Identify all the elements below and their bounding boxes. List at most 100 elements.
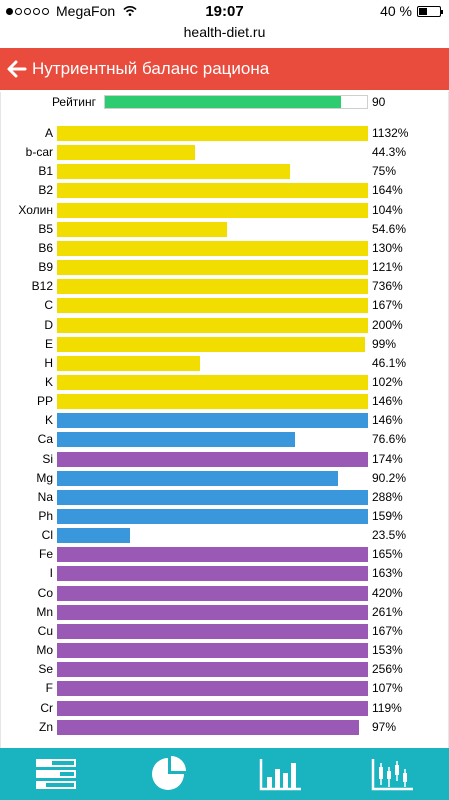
chart-row: Холин 104% xyxy=(0,201,449,220)
chart-row: PP 146% xyxy=(0,392,449,411)
chart-row-value: 102% xyxy=(372,374,403,389)
chart-row-value: 107% xyxy=(372,681,403,696)
chart-row-value: 736% xyxy=(372,279,403,294)
rating-fill xyxy=(105,96,341,108)
chart-row-label: Zn xyxy=(38,719,53,734)
chart-row: Mn 261% xyxy=(0,603,449,622)
battery-icon xyxy=(417,5,443,17)
chart-row-label: Mn xyxy=(36,604,53,619)
chart-row-value: 44.3% xyxy=(372,145,407,160)
chart-row-label: b-car xyxy=(25,145,53,160)
chart-row-value: 146% xyxy=(372,413,403,428)
chart-row-label: Se xyxy=(38,662,53,677)
chart-row: A 1132% xyxy=(0,124,449,143)
clock: 19:07 xyxy=(205,3,244,20)
chart-row-label: E xyxy=(44,336,53,351)
chart-bar xyxy=(57,470,338,486)
rating-row: Рейтинг 90 xyxy=(0,94,449,110)
chart-bar xyxy=(57,413,368,429)
chart-bar xyxy=(57,279,368,295)
chart-row-value: 99% xyxy=(372,336,397,351)
chart-row-value: 130% xyxy=(372,240,403,255)
chart-row: B6 130% xyxy=(0,239,449,258)
chart-row-value: 420% xyxy=(372,585,403,600)
chart-bar xyxy=(57,126,368,141)
chart-bar xyxy=(57,374,368,390)
back-button[interactable] xyxy=(4,48,30,90)
list-bars-icon xyxy=(36,759,77,789)
chart-row: Cl 23.5% xyxy=(0,526,449,545)
signal-icon xyxy=(6,7,49,15)
chart-bar xyxy=(57,202,368,218)
chart-row: Zn 97% xyxy=(0,718,449,737)
chart-row: I 163% xyxy=(0,564,449,583)
chart-row-value: 167% xyxy=(372,623,403,638)
chart-row-label: K xyxy=(44,413,53,428)
app-header: Нутриентный баланс рациона xyxy=(0,48,449,90)
chart-bar xyxy=(57,489,368,505)
chart-row-label: Co xyxy=(37,585,53,600)
chart-bar xyxy=(57,240,368,256)
chart-row-value: 23.5% xyxy=(372,528,407,543)
chart-row-label: PP xyxy=(36,394,53,409)
wifi-icon xyxy=(123,6,137,16)
chart-bar xyxy=(57,451,368,467)
chart-row-label: K xyxy=(44,374,53,389)
chart-row-label: B6 xyxy=(38,240,53,255)
chart-row: B1 75% xyxy=(0,162,449,181)
chart-row-label: Mg xyxy=(36,470,53,485)
chart-bar xyxy=(57,183,368,199)
chart-row-value: 256% xyxy=(372,662,403,677)
chart-row-label: Холин xyxy=(18,202,53,217)
chart-row-value: 119% xyxy=(372,700,402,715)
chart-row: Se 256% xyxy=(0,660,449,679)
chart-bar xyxy=(57,528,131,544)
chart-bar xyxy=(57,700,368,716)
nav-list-button[interactable] xyxy=(0,748,112,800)
chart-row-label: B1 xyxy=(38,164,53,179)
candlestick-chart-icon xyxy=(371,759,413,791)
chart-row-value: 288% xyxy=(372,489,403,504)
chart-row-label: Ca xyxy=(37,432,53,447)
chart-bar xyxy=(57,336,365,352)
chart-row: Co 420% xyxy=(0,584,449,603)
chart-bar xyxy=(57,585,368,601)
chart-row: B12 736% xyxy=(0,277,449,296)
chart-row: B5 54.6% xyxy=(0,220,449,239)
chart-row-value: 1132% xyxy=(372,126,409,140)
chart-row-value: 146% xyxy=(372,394,403,409)
bottom-nav xyxy=(0,748,449,800)
chart-row-label: H xyxy=(44,355,53,370)
chart-row: K 146% xyxy=(0,411,449,430)
chart-row-label: Fe xyxy=(38,547,53,562)
chart-row-value: 164% xyxy=(372,183,403,198)
nav-bar-chart-button[interactable] xyxy=(225,748,337,800)
chart-bar xyxy=(57,394,368,410)
chart-row-label: B5 xyxy=(38,221,53,236)
chart-row: Cu 167% xyxy=(0,622,449,641)
chart-bar xyxy=(57,355,201,371)
chart-row: F 107% xyxy=(0,679,449,698)
chart-row: Fe 165% xyxy=(0,545,449,564)
bar-chart-icon xyxy=(259,759,301,791)
chart-row-label: I xyxy=(49,566,53,581)
chart-row-value: 75% xyxy=(372,164,397,179)
chart-row-value: 46.1% xyxy=(372,355,407,370)
chart-row-label: Si xyxy=(42,451,53,466)
chart-bar xyxy=(57,681,368,697)
chart-bar xyxy=(57,719,359,735)
carrier-name: MegaFon xyxy=(56,3,116,19)
chart-row: Mo 153% xyxy=(0,641,449,660)
chart-row-label: Mo xyxy=(36,643,53,658)
chart-row-value: 165% xyxy=(372,547,403,562)
chart-row: Cr 119% xyxy=(0,699,449,718)
nav-candles-button[interactable] xyxy=(337,748,449,800)
rating-value: 90 xyxy=(372,95,386,109)
chart-row-label: B9 xyxy=(38,260,53,275)
chart-bar xyxy=(57,260,368,276)
url-bar[interactable]: health-diet.ru xyxy=(183,24,266,40)
chart-bar xyxy=(57,547,368,563)
chart-bar xyxy=(57,432,296,448)
chart-bar xyxy=(57,221,227,237)
nav-pie-button[interactable] xyxy=(112,748,224,800)
